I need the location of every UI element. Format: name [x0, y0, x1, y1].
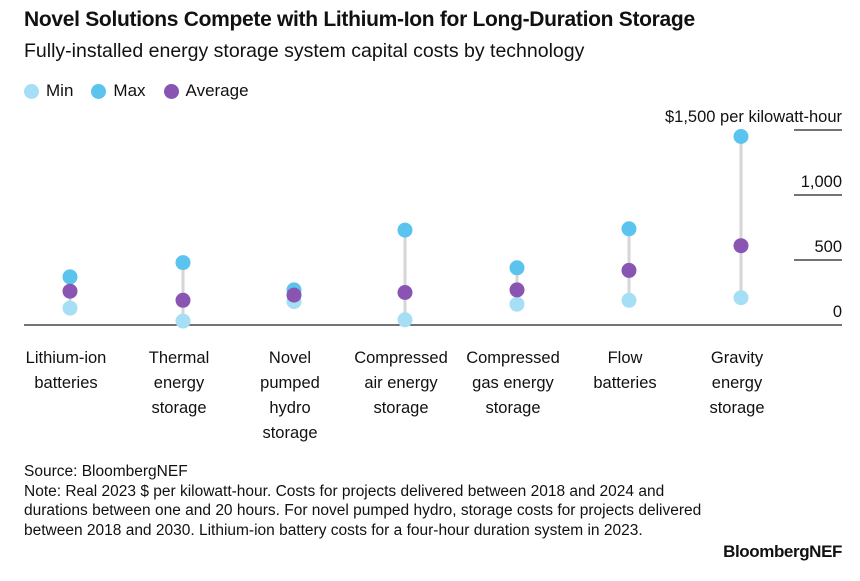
- legend-item-max: Max: [91, 81, 146, 101]
- point-max: [175, 255, 191, 271]
- point-average: [733, 238, 749, 254]
- chart-title: Novel Solutions Compete with Lithium-Ion…: [24, 8, 695, 31]
- category-label: Thermal energy storage: [149, 349, 210, 417]
- legend-label-average: Average: [185, 81, 249, 100]
- legend-dot-average: [163, 83, 179, 99]
- category-label: Flow batteries: [593, 349, 656, 392]
- chart-footer: Source: BloombergNEF Note: Real 2023 $ p…: [24, 462, 714, 540]
- y-tick-label: 0: [833, 303, 842, 321]
- point-average: [509, 282, 525, 298]
- point-average: [62, 283, 78, 299]
- note-text: Note: Real 2023 $ per kilowatt-hour. Cos…: [24, 482, 702, 539]
- legend-label-max: Max: [113, 81, 146, 100]
- chart-legend: Min Max Average: [24, 81, 249, 101]
- category-label: Lithium-ion batteries: [26, 349, 107, 392]
- point-min: [175, 313, 191, 329]
- y-tick-label: $1,500 per kilowatt-hour: [665, 110, 843, 126]
- legend-label-min: Min: [46, 81, 74, 100]
- point-max: [621, 221, 637, 237]
- point-max: [62, 269, 78, 285]
- source-text: Source: BloombergNEF: [24, 463, 188, 480]
- point-min: [509, 296, 525, 312]
- point-average: [397, 285, 413, 300]
- y-tick-label: 500: [814, 238, 842, 256]
- y-tick-label: 1,000: [801, 173, 842, 191]
- point-min: [62, 300, 78, 316]
- point-max: [397, 222, 413, 238]
- legend-item-min: Min: [24, 81, 73, 101]
- legend-item-average: Average: [163, 81, 249, 101]
- point-min: [397, 312, 413, 328]
- point-min: [733, 290, 749, 306]
- dot-plot: 0 500 1,000 $1,500 per kilowatt-hour Lithium…: [24, 110, 843, 442]
- legend-dot-min: [24, 83, 39, 99]
- point-min: [621, 292, 637, 308]
- point-max: [509, 260, 525, 276]
- category-label: Compressed air energy storage: [354, 349, 448, 417]
- category-label: Novel pumped hydro storage: [260, 349, 320, 442]
- legend-dot-max: [91, 83, 107, 99]
- point-max: [733, 129, 749, 144]
- point-average: [621, 262, 637, 278]
- brand-logo: BloombergNEF: [723, 542, 842, 561]
- category-label: Gravity energy storage: [709, 349, 764, 417]
- category-label: Compressed gas energy storage: [466, 349, 560, 417]
- point-average: [175, 292, 191, 308]
- chart-subtitle: Fully-installed energy storage system ca…: [24, 40, 585, 62]
- point-average: [286, 287, 302, 303]
